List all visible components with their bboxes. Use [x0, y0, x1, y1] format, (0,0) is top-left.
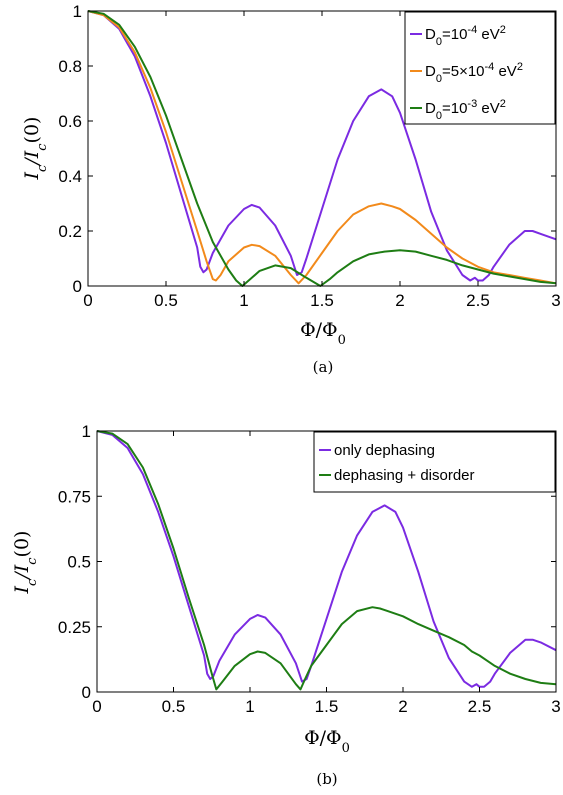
chart-b-legend-entry-1: dephasing + disorder — [334, 467, 475, 484]
chart-a-x-tick-label: 0 — [83, 291, 92, 310]
chart-b-x-label: Φ/Φ0 — [304, 727, 350, 756]
chart-b-y-tick-label: 0.25 — [58, 618, 91, 637]
chart-a-x-tick-label: 3 — [551, 291, 560, 310]
chart-b-x-tick-label: 1.5 — [315, 697, 339, 716]
chart-a-x-tick-label: 2 — [395, 291, 404, 310]
chart-b-legend-box — [313, 431, 556, 493]
chart-b-caption: (b) — [316, 770, 337, 788]
chart-a: 0 0.5 1 1.5 2 2.5 300.20.40.60.81 D0=10-4 eV2D… — [21, 2, 561, 376]
chart-a-y-tick-label: 0.6 — [58, 112, 82, 131]
chart-b-series-line-0 — [96, 430, 557, 688]
chart-a-y-tick-label: 1 — [73, 2, 82, 21]
chart-a-series-line-2 — [87, 10, 557, 287]
chart-b-y-tick-label: 1 — [82, 422, 91, 441]
chart-a-series — [87, 10, 557, 287]
chart-b-legend-entry-0: only dephasing — [334, 442, 435, 459]
chart-b-x-tick-label: 1 — [245, 697, 254, 716]
chart-a-caption: (a) — [313, 358, 334, 376]
chart-b-x-tick-label: 3 — [551, 697, 560, 716]
chart-a-series-line-1 — [87, 10, 557, 285]
chart-a-y-tick-label: 0.2 — [58, 222, 82, 241]
chart-a-y-tick-label: 0 — [73, 277, 82, 296]
chart-a-series-line-0 — [87, 10, 557, 282]
chart-b-ticks: 0 0.5 1 1.5 2 2.5 3 0 0.25 0.5 0.75 1 — [58, 422, 561, 716]
chart-b-x-tick-label: 0.5 — [162, 697, 186, 716]
chart-b-x-tick-label: 0 — [92, 697, 101, 716]
chart-a-x-tick-label: 1 — [239, 291, 248, 310]
chart-a-x-label: Φ/Φ0 — [300, 319, 346, 348]
chart-a-x-tick-label: 2.5 — [466, 291, 490, 310]
chart-a-legend-entry-2: D0=10-3 eV2 — [425, 98, 506, 122]
chart-b-series-line-1 — [96, 430, 557, 691]
chart-b-y-tick-label: 0 — [82, 683, 91, 702]
chart-a-x-tick-label: 0.5 — [154, 291, 178, 310]
chart-a-legend-box — [404, 11, 556, 125]
chart-a-y-tick-label: 0.4 — [58, 167, 82, 186]
chart-b-series — [96, 430, 557, 691]
chart-b-y-label: Ic/Ic(0) — [11, 531, 40, 595]
chart-b: 0 0.5 1 1.5 2 2.5 3 0 0.25 0.5 0.75 1 only dephasin… — [11, 422, 561, 788]
chart-a-legend-entry-0: D0=10-4 eV2 — [425, 24, 506, 48]
chart-b-legend: only dephasing dephasing + disorder — [313, 431, 556, 493]
chart-a-x-tick-label: 1.5 — [310, 291, 334, 310]
chart-a-legend: D0=10-4 eV2 D0=5×10-4 eV2 D0=10-3 eV2 — [404, 11, 556, 125]
chart-b-y-tick-label: 0.75 — [58, 487, 91, 506]
chart-b-x-tick-label: 2 — [398, 697, 407, 716]
chart-a-legend-entry-1: D0=5×10-4 eV2 — [425, 61, 523, 85]
chart-b-y-tick-label: 0.5 — [67, 553, 91, 572]
chart-b-x-tick-label: 2.5 — [468, 697, 492, 716]
chart-a-ticks: 0 0.5 1 1.5 2 2.5 3 0 0.2 0.4 0.6 0.8 1 — [58, 2, 560, 310]
chart-a-y-tick-label: 0.8 — [58, 57, 82, 76]
chart-a-y-label: Ic/Ic(0) — [21, 117, 50, 181]
